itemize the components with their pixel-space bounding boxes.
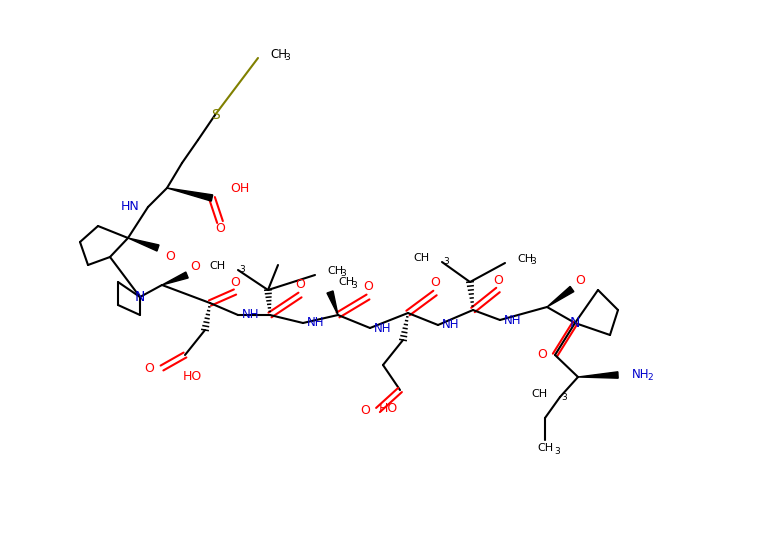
Text: O: O — [430, 277, 440, 289]
Text: 3: 3 — [351, 280, 357, 289]
Polygon shape — [128, 238, 159, 251]
Text: 3: 3 — [239, 264, 245, 273]
Polygon shape — [578, 372, 618, 378]
Text: HO: HO — [379, 401, 398, 414]
Text: O: O — [230, 277, 240, 289]
Text: CH: CH — [210, 261, 226, 271]
Text: CH: CH — [338, 277, 354, 287]
Polygon shape — [547, 286, 574, 307]
Text: 3: 3 — [561, 392, 567, 401]
Text: CH: CH — [532, 389, 548, 399]
Text: 2: 2 — [647, 374, 652, 383]
Text: O: O — [190, 260, 200, 273]
Text: NH: NH — [374, 322, 392, 334]
Text: 3: 3 — [443, 257, 449, 265]
Text: NH: NH — [442, 318, 459, 331]
Text: O: O — [537, 348, 547, 361]
Text: 3: 3 — [340, 270, 346, 279]
Text: O: O — [295, 279, 305, 292]
Text: 3: 3 — [554, 446, 560, 456]
Text: CH: CH — [537, 443, 553, 453]
Text: O: O — [363, 280, 373, 294]
Text: N: N — [570, 316, 580, 330]
Text: 3: 3 — [284, 54, 290, 63]
Text: S: S — [210, 108, 219, 122]
Text: OH: OH — [230, 182, 250, 195]
Text: CH: CH — [414, 253, 430, 263]
Polygon shape — [162, 272, 188, 285]
Text: 3: 3 — [530, 257, 536, 266]
Text: NH: NH — [307, 316, 325, 330]
Text: O: O — [360, 404, 370, 416]
Text: NH: NH — [242, 309, 260, 322]
Text: O: O — [575, 274, 585, 287]
Text: O: O — [144, 361, 154, 375]
Text: CH: CH — [270, 48, 287, 62]
Text: O: O — [493, 273, 503, 287]
Text: HO: HO — [182, 369, 202, 383]
Text: CH: CH — [517, 254, 533, 264]
Text: CH: CH — [327, 266, 343, 276]
Polygon shape — [167, 188, 213, 201]
Text: NH: NH — [504, 314, 521, 326]
Text: HN: HN — [121, 200, 140, 213]
Polygon shape — [327, 291, 338, 315]
Text: O: O — [165, 249, 175, 263]
Text: NH: NH — [632, 369, 649, 382]
Text: N: N — [135, 290, 146, 304]
Text: O: O — [215, 222, 225, 235]
